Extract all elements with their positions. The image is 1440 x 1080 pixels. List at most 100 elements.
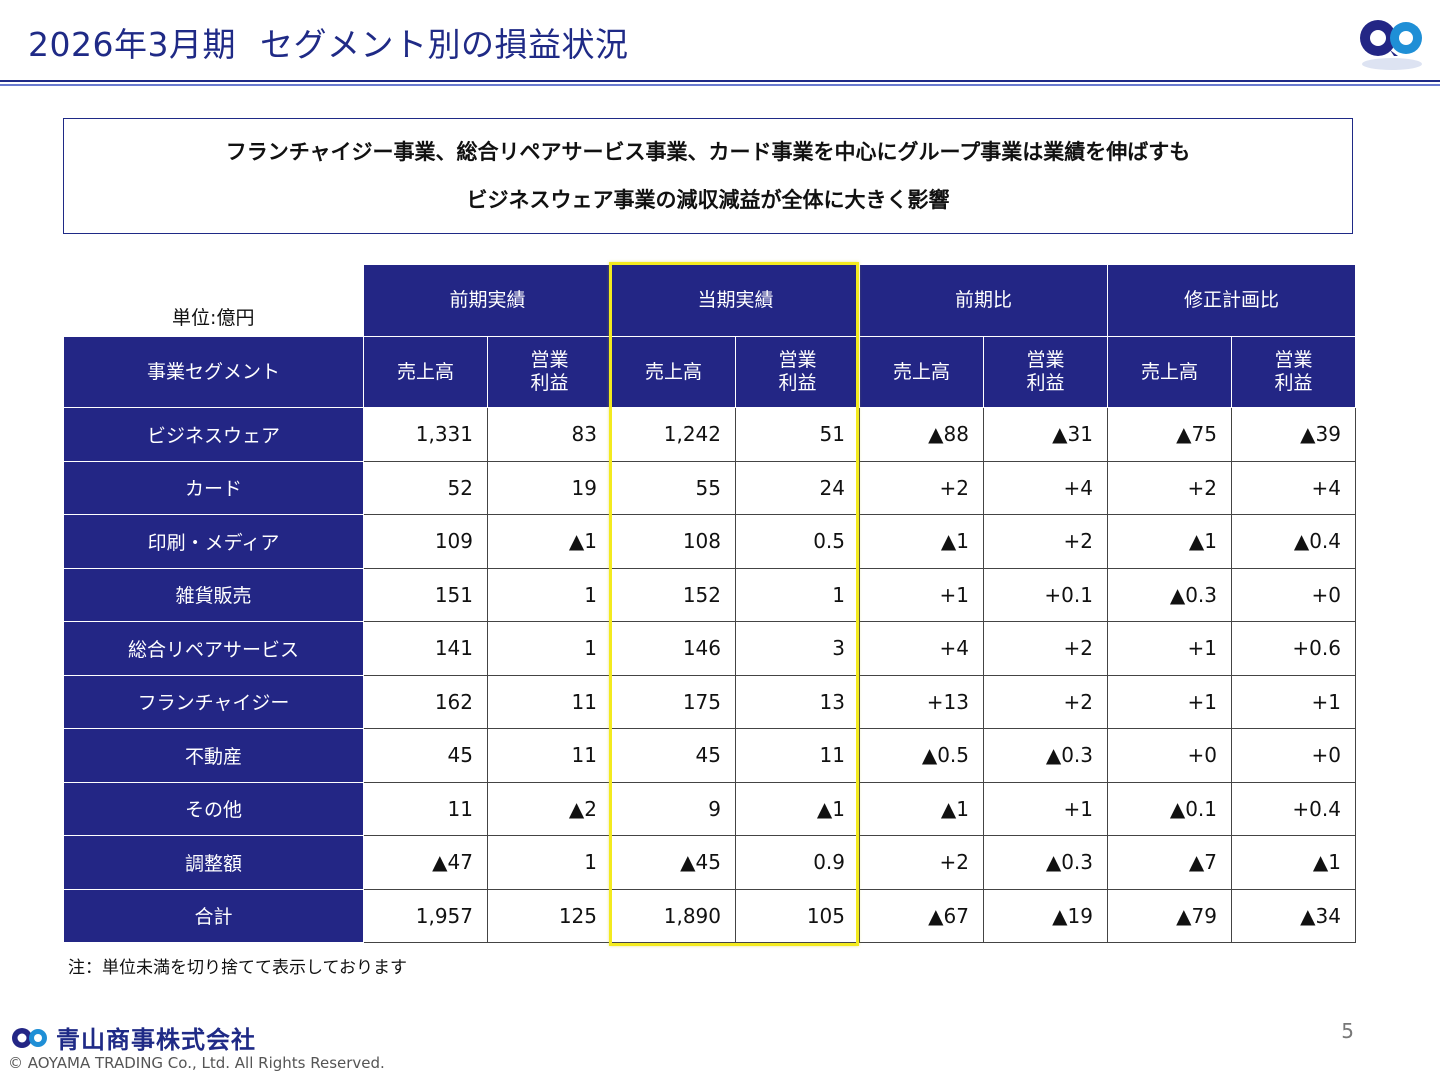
value-cell: +1 [1107, 674, 1232, 729]
segment-table: 単位:億円 前期実績 当期実績 前期比 修正計画比 事業セグメント 売上高 営業… [63, 264, 1356, 943]
value-cell: +0.1 [983, 567, 1108, 622]
value-cell: +1 [859, 567, 984, 622]
segment-rows: ビジネスウェア 1,331 83 1,242 51 ▲88 ▲31 ▲75 ▲39 カード 52 19… [63, 407, 1356, 943]
summary-line-1: フランチャイジー事業、総合リペアサービス事業、カード事業を中心にグループ事業は業… [225, 140, 1191, 164]
value-cell: 1,242 [611, 407, 736, 462]
segment-name: 不動産 [63, 728, 364, 783]
value-cell: 1,331 [363, 407, 488, 462]
value-cell: +0.4 [1231, 781, 1356, 836]
op-profit-header: 営業 利益 [1231, 336, 1356, 408]
table-row: 合計 1,957 125 1,890 105 ▲67 ▲19 ▲79 ▲34 [63, 888, 1356, 943]
value-cell: ▲0.3 [1107, 567, 1232, 622]
value-cell: 1 [487, 835, 612, 890]
value-cell: 83 [487, 407, 612, 462]
value-cell: 1 [735, 567, 860, 622]
segment-name: その他 [63, 781, 364, 836]
title-main: セグメント別の損益状況 [259, 25, 629, 64]
value-cell: 9 [611, 781, 736, 836]
op-profit-header: 営業 利益 [735, 336, 860, 408]
value-cell: ▲1 [859, 514, 984, 569]
group-header-plan: 修正計画比 [1107, 264, 1356, 337]
value-cell: ▲31 [983, 407, 1108, 462]
group-header-prev: 前期実績 [363, 264, 612, 337]
value-cell: +1 [983, 781, 1108, 836]
sales-header: 売上高 [611, 336, 736, 408]
value-cell: ▲1 [735, 781, 860, 836]
value-cell: 152 [611, 567, 736, 622]
sales-header: 売上高 [859, 336, 984, 408]
sales-header: 売上高 [363, 336, 488, 408]
value-cell: +2 [859, 835, 984, 890]
table-row: ビジネスウェア 1,331 83 1,242 51 ▲88 ▲31 ▲75 ▲39 [63, 407, 1356, 462]
value-cell: ▲0.1 [1107, 781, 1232, 836]
value-cell: 1 [487, 567, 612, 622]
op-profit-header: 営業 利益 [983, 336, 1108, 408]
copyright: © AOYAMA TRADING Co., Ltd. All Rights Re… [8, 1054, 385, 1072]
value-cell: +2 [983, 514, 1108, 569]
value-cell: 1,957 [363, 888, 488, 943]
value-cell: 11 [735, 728, 860, 783]
sales-header: 売上高 [1107, 336, 1232, 408]
value-cell: 125 [487, 888, 612, 943]
value-cell: 1 [487, 621, 612, 676]
segment-name: 雑貨販売 [63, 567, 364, 622]
value-cell: ▲39 [1231, 407, 1356, 462]
value-cell: ▲0.3 [983, 728, 1108, 783]
aoyama-logo-icon [12, 1027, 47, 1048]
value-cell: +2 [1107, 460, 1232, 515]
footnote: 注：単位未満を切り捨てて表示しております [68, 958, 407, 978]
footer-logo: 青山商事株式会社 [10, 1020, 256, 1055]
value-cell: +0.6 [1231, 621, 1356, 676]
value-cell: +1 [1107, 621, 1232, 676]
value-cell: 51 [735, 407, 860, 462]
value-cell: 105 [735, 888, 860, 943]
value-cell: ▲0.3 [983, 835, 1108, 890]
value-cell: +1 [1231, 674, 1356, 729]
header-rule [0, 80, 1440, 82]
value-cell: 45 [611, 728, 736, 783]
segment-name: 合計 [63, 888, 364, 943]
value-cell: +13 [859, 674, 984, 729]
value-cell: ▲1 [1231, 835, 1356, 890]
segment-name: フランチャイジー [63, 674, 364, 729]
aoyama-logo-icon [1360, 20, 1422, 70]
segment-name: ビジネスウェア [63, 407, 364, 462]
segment-name: 調整額 [63, 835, 364, 890]
value-cell: +0 [1231, 567, 1356, 622]
value-cell: +4 [859, 621, 984, 676]
value-cell: 1,890 [611, 888, 736, 943]
value-cell: 146 [611, 621, 736, 676]
value-cell: ▲0.4 [1231, 514, 1356, 569]
segment-name: 総合リペアサービス [63, 621, 364, 676]
table-row: 印刷・メディア 109 ▲1 108 0.5 ▲1 +2 ▲1 ▲0.4 [63, 514, 1356, 569]
value-cell: +2 [859, 460, 984, 515]
value-cell: ▲88 [859, 407, 984, 462]
group-header-current: 当期実績 [611, 264, 860, 337]
segment-name: 印刷・メディア [63, 514, 364, 569]
value-cell: +2 [983, 621, 1108, 676]
value-cell: ▲67 [859, 888, 984, 943]
value-cell: 151 [363, 567, 488, 622]
value-cell: 3 [735, 621, 860, 676]
table-row: 雑貨販売 151 1 152 1 +1 +0.1 ▲0.3 +0 [63, 567, 1356, 622]
value-cell: +4 [983, 460, 1108, 515]
page-title: 2026年3月期 セグメント別の損益状況 [28, 18, 628, 66]
value-cell: 108 [611, 514, 736, 569]
value-cell: 11 [487, 728, 612, 783]
company-name: 青山商事株式会社 [56, 1026, 256, 1054]
op-profit-header: 営業 利益 [487, 336, 612, 408]
value-cell: 141 [363, 621, 488, 676]
value-cell: ▲0.5 [859, 728, 984, 783]
segment-column-header: 事業セグメント [63, 336, 364, 408]
value-cell: 13 [735, 674, 860, 729]
value-cell: +4 [1231, 460, 1356, 515]
summary-box: フランチャイジー事業、総合リペアサービス事業、カード事業を中心にグループ事業は業… [63, 118, 1353, 234]
value-cell: 45 [363, 728, 488, 783]
value-cell: 162 [363, 674, 488, 729]
value-cell: ▲45 [611, 835, 736, 890]
value-cell: 11 [487, 674, 612, 729]
value-cell: 55 [611, 460, 736, 515]
value-cell: 24 [735, 460, 860, 515]
value-cell: ▲47 [363, 835, 488, 890]
table-row: 調整額 ▲47 1 ▲45 0.9 +2 ▲0.3 ▲7 ▲1 [63, 835, 1356, 890]
